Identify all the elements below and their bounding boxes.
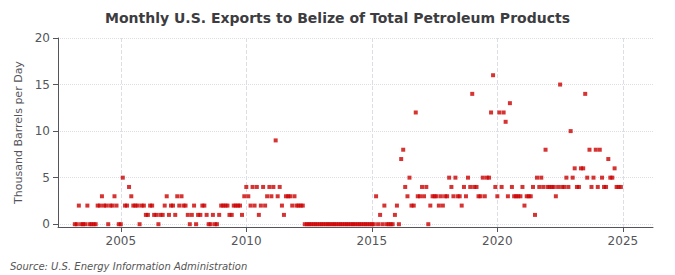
svg-text:5: 5 xyxy=(42,171,50,185)
svg-text:Source: U.S. Energy Informatio: Source: U.S. Energy Information Administ… xyxy=(10,261,247,272)
svg-text:2010: 2010 xyxy=(231,234,262,248)
svg-text:15: 15 xyxy=(35,78,50,92)
svg-text:2015: 2015 xyxy=(357,234,388,248)
svg-text:10: 10 xyxy=(35,124,50,138)
svg-text:2025: 2025 xyxy=(608,234,639,248)
svg-text:2005: 2005 xyxy=(105,234,136,248)
svg-text:Thousand Barrels per Day: Thousand Barrels per Day xyxy=(12,61,25,205)
svg-text:Monthly U.S. Exports to Belize: Monthly U.S. Exports to Belize of Total … xyxy=(105,10,570,26)
svg-text:20: 20 xyxy=(35,31,50,45)
svg-text:0: 0 xyxy=(42,217,50,231)
svg-text:2020: 2020 xyxy=(482,234,513,248)
